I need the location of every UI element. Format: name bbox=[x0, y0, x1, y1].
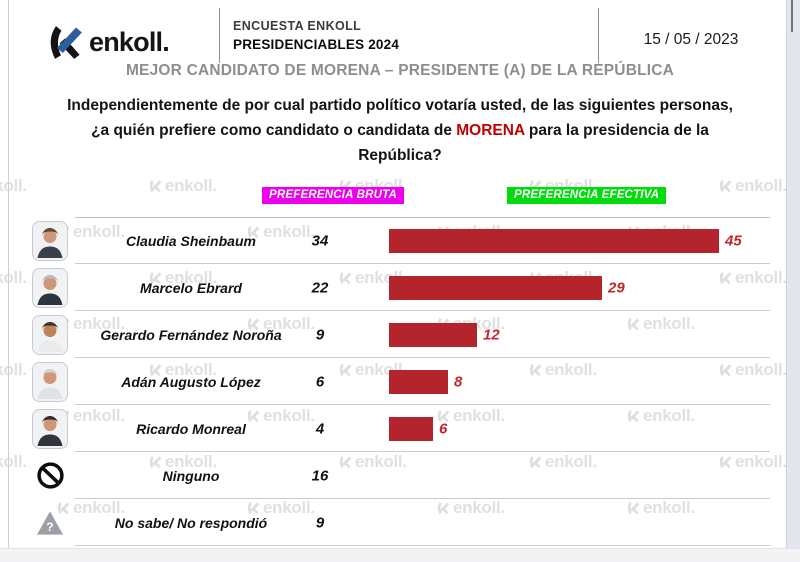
page-right-margin bbox=[786, 0, 800, 562]
question-icon-wrap: ? bbox=[32, 503, 68, 543]
preferencia-efectiva-bar bbox=[389, 322, 477, 347]
candidate-row: Adán Augusto López 6 8 bbox=[30, 358, 770, 405]
question-highlight-morena: MORENA bbox=[456, 122, 525, 139]
candidate-row: Marcelo Ebrard 22 29 bbox=[30, 264, 770, 311]
preferencia-bruta-value: 16 bbox=[311, 467, 329, 484]
candidate-avatar bbox=[32, 267, 68, 308]
preferencia-bruta-value: 22 bbox=[311, 279, 329, 296]
header-divider-right bbox=[598, 8, 599, 63]
survey-edition: PRESIDENCIABLES 2024 bbox=[233, 37, 400, 52]
candidate-avatar bbox=[32, 220, 68, 261]
candidate-name: Ninguno bbox=[162, 467, 220, 484]
candidate-photo bbox=[32, 220, 68, 261]
candidate-name: Ricardo Monreal bbox=[136, 420, 246, 437]
page-bottom-margin bbox=[0, 548, 800, 562]
candidate-name: Claudia Sheinbaum bbox=[126, 232, 256, 249]
prohibition-icon-wrap bbox=[32, 456, 68, 496]
candidate-photo bbox=[32, 267, 68, 308]
survey-date: 15 / 05 / 2023 bbox=[643, 31, 739, 48]
preferencia-bruta-value: 34 bbox=[311, 232, 329, 249]
preferencia-efectiva-value: 45 bbox=[725, 232, 742, 249]
survey-title-block: ENCUESTA ENKOLL PRESIDENCIABLES 2024 bbox=[233, 19, 399, 52]
candidate-name: Marcelo Ebrard bbox=[140, 279, 242, 296]
preferencia-bruta-value: 9 bbox=[315, 326, 325, 343]
candidate-avatar bbox=[32, 361, 68, 402]
candidate-photo bbox=[32, 314, 68, 355]
candidate-row: Claudia Sheinbaum 34 45 bbox=[30, 217, 770, 264]
candidate-row: Ninguno 16 bbox=[30, 452, 770, 499]
candidate-name: Adán Augusto López bbox=[121, 373, 261, 390]
candidate-photo bbox=[32, 361, 68, 402]
question-icon: ? bbox=[37, 510, 63, 535]
candidate-row: Gerardo Fernández Noroña 9 12 bbox=[30, 311, 770, 358]
preferencia-efectiva-bar bbox=[389, 228, 719, 253]
prohibition-icon bbox=[36, 462, 64, 489]
candidate-row: Ricardo Monreal 4 6 bbox=[30, 405, 770, 452]
candidate-name: Gerardo Fernández Noroña bbox=[100, 326, 282, 343]
candidate-photo bbox=[32, 408, 68, 449]
preferencia-bruta-value: 6 bbox=[315, 373, 325, 390]
enkoll-logo: enkoll. bbox=[46, 24, 170, 61]
page-left-border bbox=[8, 0, 9, 562]
question-part2: para la presidencia de la República? bbox=[358, 122, 709, 164]
preferencia-efectiva-value: 6 bbox=[439, 420, 448, 437]
preferencia-efectiva-bar bbox=[389, 275, 602, 300]
scrollbar-thumb[interactable] bbox=[791, 0, 793, 32]
preferencia-bruta-value: 4 bbox=[315, 420, 325, 437]
header-divider-left bbox=[219, 8, 220, 63]
preferencia-efectiva-bar bbox=[389, 369, 448, 394]
preferencia-efectiva-value: 12 bbox=[483, 326, 500, 343]
svg-text:?: ? bbox=[46, 519, 53, 533]
page-title: MEJOR CANDIDATO DE MORENA – PRESIDENTE (… bbox=[125, 62, 675, 79]
preferencia-efectiva-bar bbox=[389, 416, 433, 441]
candidate-row: ? No sabe/ No respondió 9 bbox=[30, 499, 770, 546]
survey-name: ENCUESTA ENKOLL bbox=[233, 19, 362, 33]
preferencia-bruta-value: 9 bbox=[315, 514, 325, 531]
preferencia-efectiva-value: 29 bbox=[608, 279, 625, 296]
column-header-preferencia-bruta: PREFERENCIA BRUTA bbox=[262, 187, 404, 204]
candidate-name: No sabe/ No respondió bbox=[114, 514, 268, 531]
column-header-preferencia-efectiva: PREFERENCIA EFECTIVA bbox=[507, 187, 667, 204]
preferencia-efectiva-value: 8 bbox=[454, 373, 463, 390]
candidate-bar-chart: Claudia Sheinbaum 34 45 Marcelo Ebrard 22 29 G… bbox=[30, 217, 770, 546]
candidate-avatar bbox=[32, 408, 68, 449]
candidate-avatar bbox=[32, 314, 68, 355]
enkoll-logo-icon bbox=[50, 26, 82, 59]
logo-wordmark: enkoll. bbox=[89, 27, 170, 57]
survey-question: Independientemente de por cual partido p… bbox=[62, 93, 738, 168]
question-part1: Independientemente de por cual partido p… bbox=[67, 97, 733, 139]
